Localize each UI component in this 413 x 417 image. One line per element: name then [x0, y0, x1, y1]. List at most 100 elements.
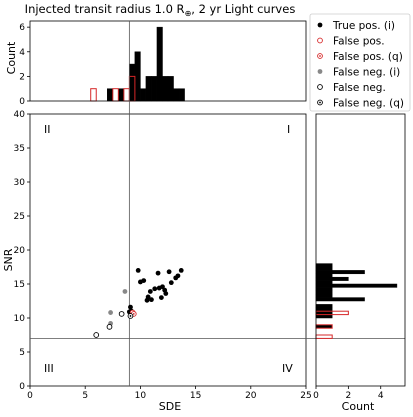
main-ylabel: SNR — [2, 248, 15, 271]
right-hist-bar — [315, 290, 333, 295]
scatter-point — [152, 286, 158, 292]
top-hist-false-bar — [123, 88, 130, 102]
right-hist-bar — [315, 293, 333, 298]
scatter-point — [168, 280, 174, 286]
right-hist-xtick-label: 4 — [378, 391, 384, 401]
legend-marker — [317, 69, 323, 74]
quadrant-label-II: II — [44, 123, 51, 136]
legend: True pos. (i) False pos. False pos. (q) Fal… — [309, 13, 411, 112]
main-ytick-label: 25 — [14, 212, 25, 222]
scatter-point — [128, 304, 133, 310]
main-ytick-label: 20 — [14, 246, 26, 256]
top-hist-ytick-label: 6 — [19, 23, 25, 33]
top-hist-bar — [145, 76, 152, 102]
top-hist-bar — [140, 88, 147, 102]
top-hist-bar — [118, 88, 125, 102]
right-hist-bar — [315, 314, 333, 319]
top-hist-bar — [151, 76, 158, 102]
right-hist-bar — [315, 276, 349, 281]
top-hist-bar — [129, 63, 136, 102]
main-xlabel: SDE — [159, 400, 181, 413]
main-ytick-label: 35 — [14, 144, 25, 154]
right-hist-bar — [315, 297, 365, 302]
top-hist-ytick-label: 0 — [19, 97, 25, 107]
right-hist-bar — [315, 280, 333, 285]
main-ytick-label: 40 — [14, 110, 26, 120]
top-hist-bar — [173, 88, 180, 102]
top-hist-frame — [29, 20, 307, 102]
right-hist-xlabel: Count — [342, 400, 375, 413]
scatter-point — [158, 295, 164, 300]
legend-frame — [309, 13, 411, 112]
top-hist-ytick-label: 2 — [19, 72, 25, 82]
scatter-point — [166, 269, 172, 275]
legend-label: False neg. (q) — [333, 98, 404, 110]
right-hist-bar — [315, 307, 333, 312]
quadrant-label-I: I — [287, 123, 290, 136]
scatter-point — [118, 311, 125, 317]
right-hist-bar — [315, 310, 333, 315]
main-xtick-label: 10 — [135, 391, 147, 401]
top-hist-bar — [167, 76, 174, 102]
chart-title: Injected transit radius 1.0 R⊕, 2 yr Lig… — [25, 2, 296, 18]
right-hist-bar — [315, 324, 333, 329]
main-ytick-label: 0 — [19, 382, 25, 392]
main-ytick-label: 5 — [19, 348, 25, 358]
right-hist-bar — [315, 273, 333, 278]
right-hist-frame — [315, 113, 406, 387]
legend-marker-dot — [319, 55, 321, 57]
top-hist-ytick-label: 4 — [19, 48, 25, 58]
legend-marker-dot — [319, 101, 321, 104]
top-hist-bar — [134, 51, 141, 102]
chart-title-sub: ⊕ — [185, 9, 192, 18]
scatter-point — [108, 310, 113, 315]
scatter-point-dot — [129, 315, 132, 317]
legend-label: False neg. — [333, 82, 386, 94]
legend-marker — [317, 84, 323, 90]
top-hist-bar — [178, 88, 185, 102]
top-hist-false-bar — [90, 88, 97, 102]
main-xtick-label: 25 — [300, 391, 311, 401]
quadrant-label-IV: IV — [282, 362, 293, 375]
scatter-point — [178, 268, 184, 273]
quadrant-label-III: III — [44, 362, 54, 375]
right-hist-bar — [315, 266, 333, 271]
scatter-point — [155, 270, 161, 276]
right-hist-xtick-label: 2 — [345, 391, 351, 401]
main-ytick-label: 15 — [14, 280, 25, 290]
main-plot-frame — [29, 113, 307, 387]
right-hist-bar — [315, 287, 333, 292]
top-hist-bar — [107, 88, 114, 102]
main-ytick-label: 10 — [14, 314, 26, 324]
scatter-point — [163, 291, 169, 296]
right-hist-false-bar — [315, 334, 333, 339]
main-ytick-label: 30 — [14, 178, 26, 188]
top-hist-bar — [156, 26, 163, 102]
top-hist-false-bar — [112, 88, 119, 102]
main-xtick-label: 15 — [190, 391, 201, 401]
legend-label: False pos. — [333, 36, 385, 48]
scatter-point-dot — [132, 313, 135, 315]
scatter-point — [149, 297, 154, 303]
scatter-point — [175, 273, 181, 279]
chart-title-main: Injected transit radius 1.0 R — [25, 2, 185, 16]
scatter-point — [141, 278, 147, 283]
legend-label: True pos. (i) — [332, 20, 395, 32]
legend-marker — [317, 37, 323, 44]
main-xtick-label: 20 — [245, 391, 257, 401]
legend-label: False pos. (q) — [333, 51, 403, 63]
right-hist-bar — [315, 270, 365, 275]
scatter-point — [145, 294, 151, 300]
legend-marker — [317, 22, 323, 28]
chart-title-suffix: , 2 yr Light curves — [191, 2, 295, 16]
main-xtick-label: 0 — [27, 391, 33, 401]
top-histogram: 0 2 4 6 — [19, 20, 307, 107]
right-hist-bar — [315, 283, 398, 288]
right-hist-bar — [315, 304, 333, 309]
scatter-point — [160, 284, 165, 290]
right-histogram: 0 2 4 — [313, 113, 406, 401]
legend-label: False neg. (i) — [333, 67, 400, 79]
scatter-point — [135, 268, 141, 273]
